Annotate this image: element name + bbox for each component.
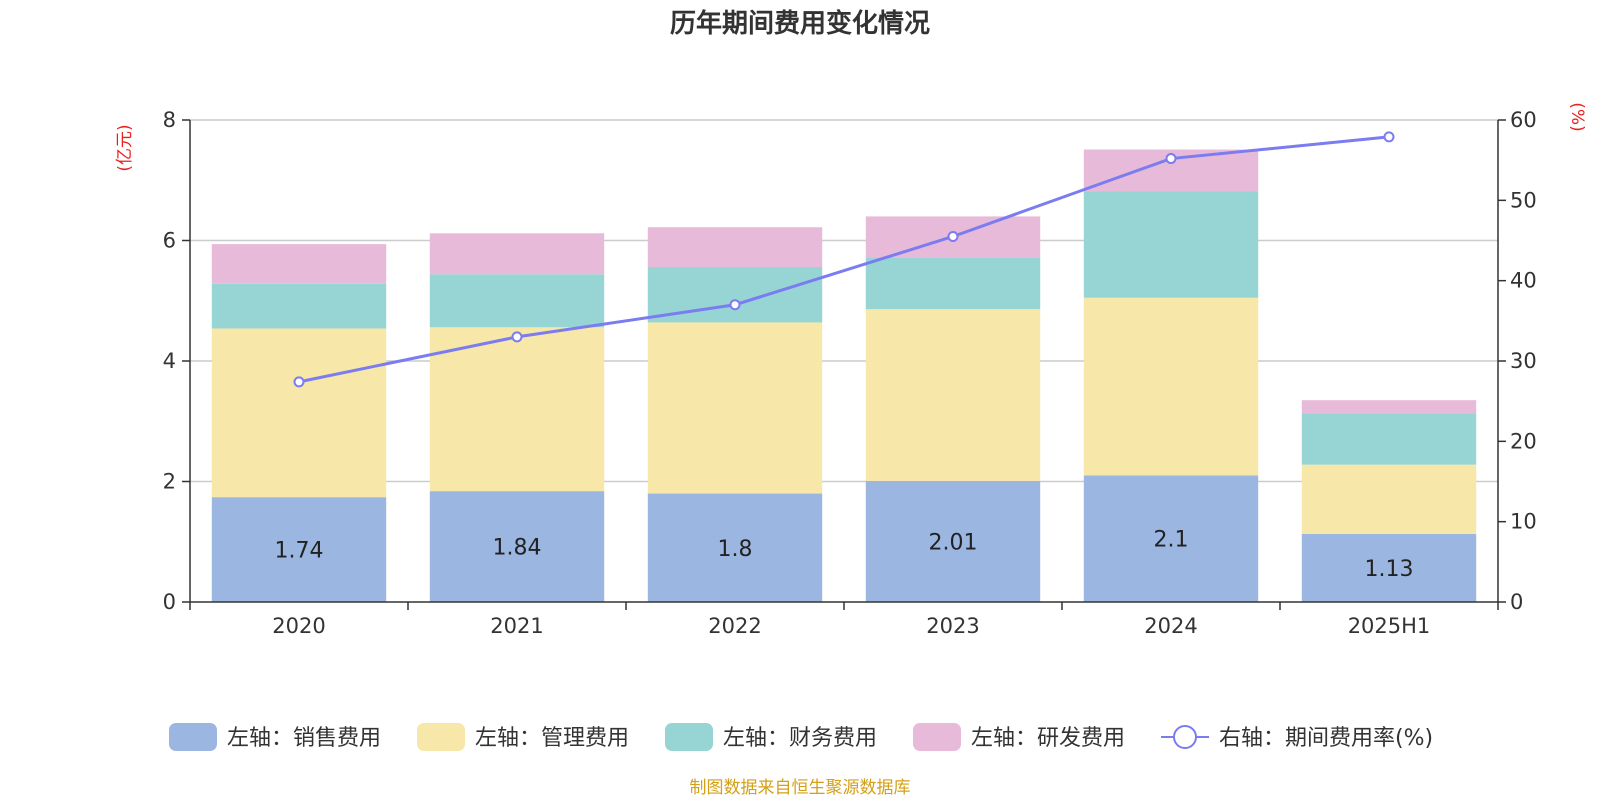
bar-3[interactable] bbox=[429, 274, 605, 328]
left-tick-label: 6 bbox=[163, 229, 176, 253]
right-tick-label: 30 bbox=[1510, 349, 1537, 373]
right-tick-label: 40 bbox=[1510, 269, 1537, 293]
rate-line-path bbox=[298, 135, 1390, 384]
bar-3[interactable] bbox=[1301, 413, 1477, 465]
bar-2[interactable] bbox=[1083, 297, 1259, 476]
bar-2[interactable] bbox=[647, 322, 823, 494]
bar-3[interactable] bbox=[211, 283, 387, 329]
bar-4[interactable] bbox=[1301, 400, 1477, 414]
right-tick-label: 60 bbox=[1510, 108, 1537, 132]
bar-2[interactable] bbox=[1301, 464, 1477, 534]
grid bbox=[190, 119, 1498, 483]
left-tick-label: 4 bbox=[163, 349, 176, 373]
rate-line-point[interactable] bbox=[729, 299, 741, 311]
legend-label[interactable]: 左轴：财务费用 bbox=[723, 726, 877, 751]
right-tick-label: 10 bbox=[1510, 510, 1537, 534]
left-axis-unit: (亿元) bbox=[115, 124, 135, 171]
bar-data-label: 1.13 bbox=[1365, 557, 1414, 582]
legend[interactable]: 左轴：销售费用 左轴：管理费用 左轴：财务费用 左轴：研发费用 右轴：期间费用率(%) bbox=[169, 723, 1433, 751]
bar-1[interactable] bbox=[865, 480, 1041, 602]
bar-data-label: 2.1 bbox=[1154, 528, 1189, 553]
bar-4[interactable] bbox=[211, 244, 387, 284]
source-note: 制图数据来自恒生聚源数据库 bbox=[690, 778, 911, 798]
right-tick-label: 0 bbox=[1510, 590, 1523, 614]
x-tick-label: 2021 bbox=[490, 614, 543, 638]
bar-2[interactable] bbox=[865, 309, 1041, 481]
bar-2[interactable] bbox=[429, 327, 605, 492]
bar-data-label: 1.84 bbox=[493, 536, 542, 561]
rate-line bbox=[293, 131, 1395, 388]
bar-3[interactable] bbox=[1083, 191, 1259, 298]
rate-line-point[interactable] bbox=[947, 230, 959, 242]
legend-swatch-2[interactable] bbox=[417, 723, 465, 751]
bars bbox=[211, 149, 1477, 602]
x-tick-label: 2023 bbox=[926, 614, 979, 638]
x-tick-label: 2024 bbox=[1144, 614, 1197, 638]
rate-line-point[interactable] bbox=[511, 331, 523, 343]
legend-swatch-1[interactable] bbox=[169, 723, 217, 751]
left-tick-label: 0 bbox=[163, 590, 176, 614]
legend-swatch-4[interactable] bbox=[913, 723, 961, 751]
bar-1[interactable] bbox=[211, 497, 387, 602]
bar-2[interactable] bbox=[211, 328, 387, 498]
bar-4[interactable] bbox=[647, 227, 823, 268]
data-labels: 1.74 1.84 1.8 2.01 2.1 1.13 bbox=[275, 528, 1414, 582]
legend-line-marker[interactable] bbox=[1173, 725, 1197, 749]
bar-4[interactable] bbox=[429, 233, 605, 275]
bar-3[interactable] bbox=[865, 257, 1041, 310]
legend-label[interactable]: 左轴：管理费用 bbox=[475, 726, 629, 751]
bar-data-label: 1.74 bbox=[275, 539, 324, 564]
bar-1[interactable] bbox=[1083, 475, 1259, 602]
chart-title: 历年期间费用变化情况 bbox=[670, 8, 930, 39]
left-tick-label: 8 bbox=[163, 108, 176, 132]
right-tick-label: 20 bbox=[1510, 429, 1537, 453]
x-tick-label: 2020 bbox=[272, 614, 325, 638]
bar-1[interactable] bbox=[647, 493, 823, 602]
legend-label[interactable]: 右轴：期间费用率(%) bbox=[1219, 726, 1433, 751]
axes: 0 2 4 6 8 0 10 20 30 40 50 60 2020 2021 2022 2023 2024 20… bbox=[163, 108, 1537, 638]
x-tick-label: 2025H1 bbox=[1348, 614, 1431, 638]
legend-label[interactable]: 左轴：研发费用 bbox=[971, 726, 1125, 751]
bar-1[interactable] bbox=[1301, 533, 1477, 602]
bar-data-label: 1.8 bbox=[718, 537, 753, 562]
right-axis-unit: (%) bbox=[1567, 102, 1587, 131]
rate-line-point[interactable] bbox=[1165, 153, 1177, 165]
left-tick-label: 2 bbox=[163, 470, 176, 494]
bar-1[interactable] bbox=[429, 491, 605, 602]
right-tick-label: 50 bbox=[1510, 188, 1537, 212]
rate-line-point[interactable] bbox=[293, 376, 305, 388]
x-tick-label: 2022 bbox=[708, 614, 761, 638]
bar-data-label: 2.01 bbox=[929, 530, 978, 555]
rate-line-point[interactable] bbox=[1383, 131, 1395, 143]
legend-swatch-3[interactable] bbox=[665, 723, 713, 751]
legend-label[interactable]: 左轴：销售费用 bbox=[227, 726, 381, 751]
